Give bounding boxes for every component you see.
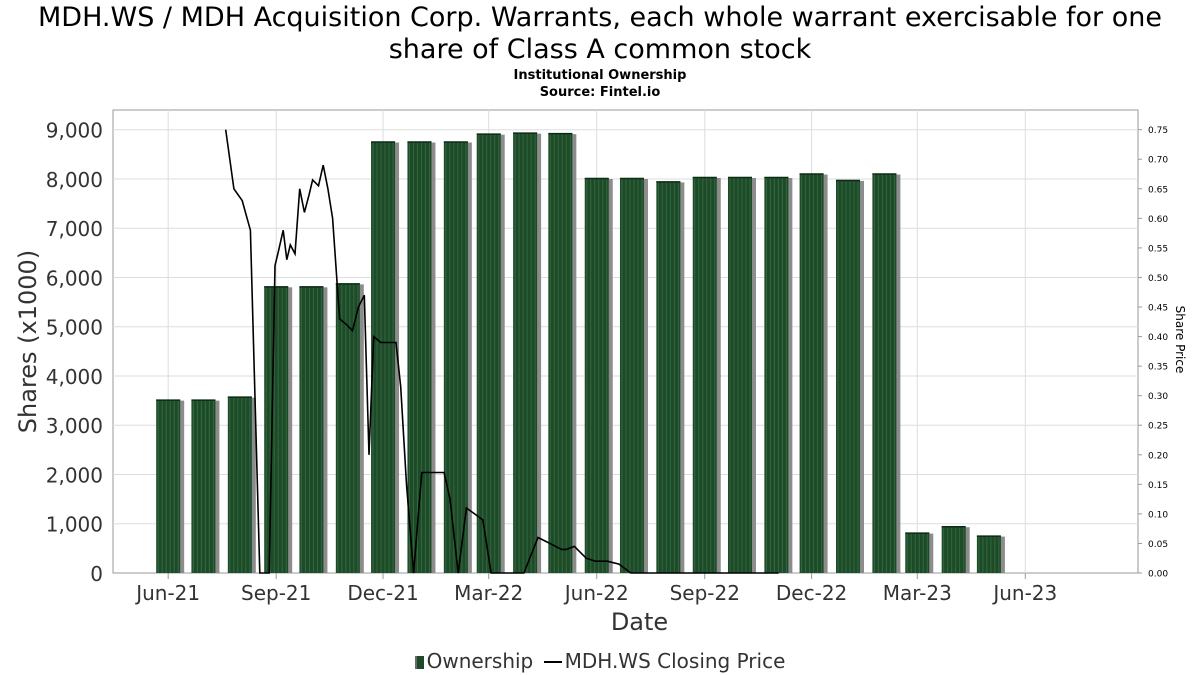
chart-source: Source: Fintel.io	[539, 85, 661, 100]
y2-tick-label: 0.10	[1148, 510, 1168, 520]
ownership-bar	[548, 133, 573, 573]
ownership-bar	[227, 396, 252, 573]
x-tick-label: Mar-23	[883, 581, 952, 605]
price-line	[224, 129, 779, 574]
legend-swatch-line	[543, 661, 562, 663]
ownership-bar	[619, 177, 644, 573]
y-tick-label: 1,000	[46, 513, 103, 537]
y2-tick-label: 0.70	[1148, 156, 1168, 166]
y-axis-label: Shares (x1000)	[14, 250, 42, 433]
chart-subtitle: Institutional Ownership	[513, 68, 687, 83]
x-tick-label: Dec-22	[776, 581, 847, 605]
y-tick-label: 5,000	[46, 316, 103, 340]
x-tick-label: Jun-23	[991, 581, 1057, 605]
y-tick-label: 3,000	[46, 414, 103, 438]
y-tick-label: 0	[90, 562, 103, 586]
ownership-bar	[299, 286, 324, 573]
chart-title-line-2: share of Class A common stock	[388, 34, 812, 65]
x-tick-label: Sep-21	[241, 581, 311, 605]
ownership-bar	[656, 181, 681, 573]
ownership-bar	[799, 173, 824, 573]
ownership-bar	[443, 141, 468, 573]
ownership-bar	[335, 283, 360, 573]
y-tick-label: 4,000	[46, 365, 103, 389]
y2-tick-label: 0.75	[1148, 126, 1168, 136]
ownership-bar	[727, 176, 752, 573]
y2-tick-label: 0.60	[1148, 215, 1168, 225]
y-tick-label: 6,000	[46, 266, 103, 290]
ownership-bar	[513, 132, 538, 573]
ownership-bar	[905, 532, 930, 573]
chart-title-line-1: MDH.WS / MDH Acquisition Corp. Warrants,…	[38, 2, 1162, 33]
y2-tick-label: 0.30	[1148, 392, 1168, 402]
ownership-bar	[941, 526, 966, 573]
x-tick-label: Mar-22	[454, 581, 523, 605]
ownership-bar	[764, 176, 789, 573]
y2-tick-label: 0.35	[1148, 363, 1168, 373]
legend-label-price: MDH.WS Closing Price	[564, 648, 786, 673]
y-tick-label: 9,000	[46, 119, 103, 143]
y2-axis-label: Share Price	[1173, 306, 1187, 374]
x-axis-label: Date	[611, 608, 668, 636]
ownership-bar	[191, 399, 216, 573]
y2-tick-label: 0.50	[1148, 274, 1168, 284]
y2-tick-label: 0.45	[1148, 304, 1168, 314]
y-tick-label: 2,000	[46, 463, 103, 487]
chart-legend: Ownership MDH.WS Closing Price	[0, 647, 1200, 673]
x-tick-label: Sep-22	[670, 581, 740, 605]
y2-tick-label: 0.20	[1148, 451, 1168, 461]
ownership-bar	[371, 141, 396, 573]
legend-item-ownership: Ownership	[414, 648, 534, 673]
legend-label-ownership: Ownership	[426, 648, 534, 673]
chart-title: MDH.WS / MDH Acquisition Corp. Warrants,…	[0, 2, 1200, 66]
ownership-bar	[584, 177, 609, 573]
y2-tick-label: 0.15	[1148, 481, 1168, 491]
y2-tick-label: 0.40	[1148, 333, 1168, 343]
y-tick-label: 7,000	[46, 217, 103, 241]
legend-swatch-bar	[414, 655, 424, 669]
ownership-bar	[156, 399, 181, 573]
y2-tick-label: 0.05	[1148, 540, 1168, 550]
ownership-bar	[976, 535, 1001, 573]
y2-tick-label: 0.65	[1148, 185, 1168, 195]
x-tick-label: Jun-22	[563, 581, 629, 605]
legend-item-price: MDH.WS Closing Price	[540, 648, 786, 673]
y2-tick-label: 0.55	[1148, 244, 1168, 254]
ownership-bar	[872, 173, 897, 573]
ownership-bar	[264, 286, 289, 573]
y2-tick-label: 0.25	[1148, 422, 1168, 432]
y-tick-label: 8,000	[46, 168, 103, 192]
y2-tick-label: 0.00	[1148, 570, 1168, 580]
ownership-bar	[692, 176, 717, 573]
ownership-bar	[835, 179, 860, 573]
x-tick-label: Dec-21	[347, 581, 418, 605]
ownership-bars	[156, 132, 1005, 573]
x-tick-label: Jun-21	[134, 581, 200, 605]
ownership-bar	[476, 133, 501, 573]
